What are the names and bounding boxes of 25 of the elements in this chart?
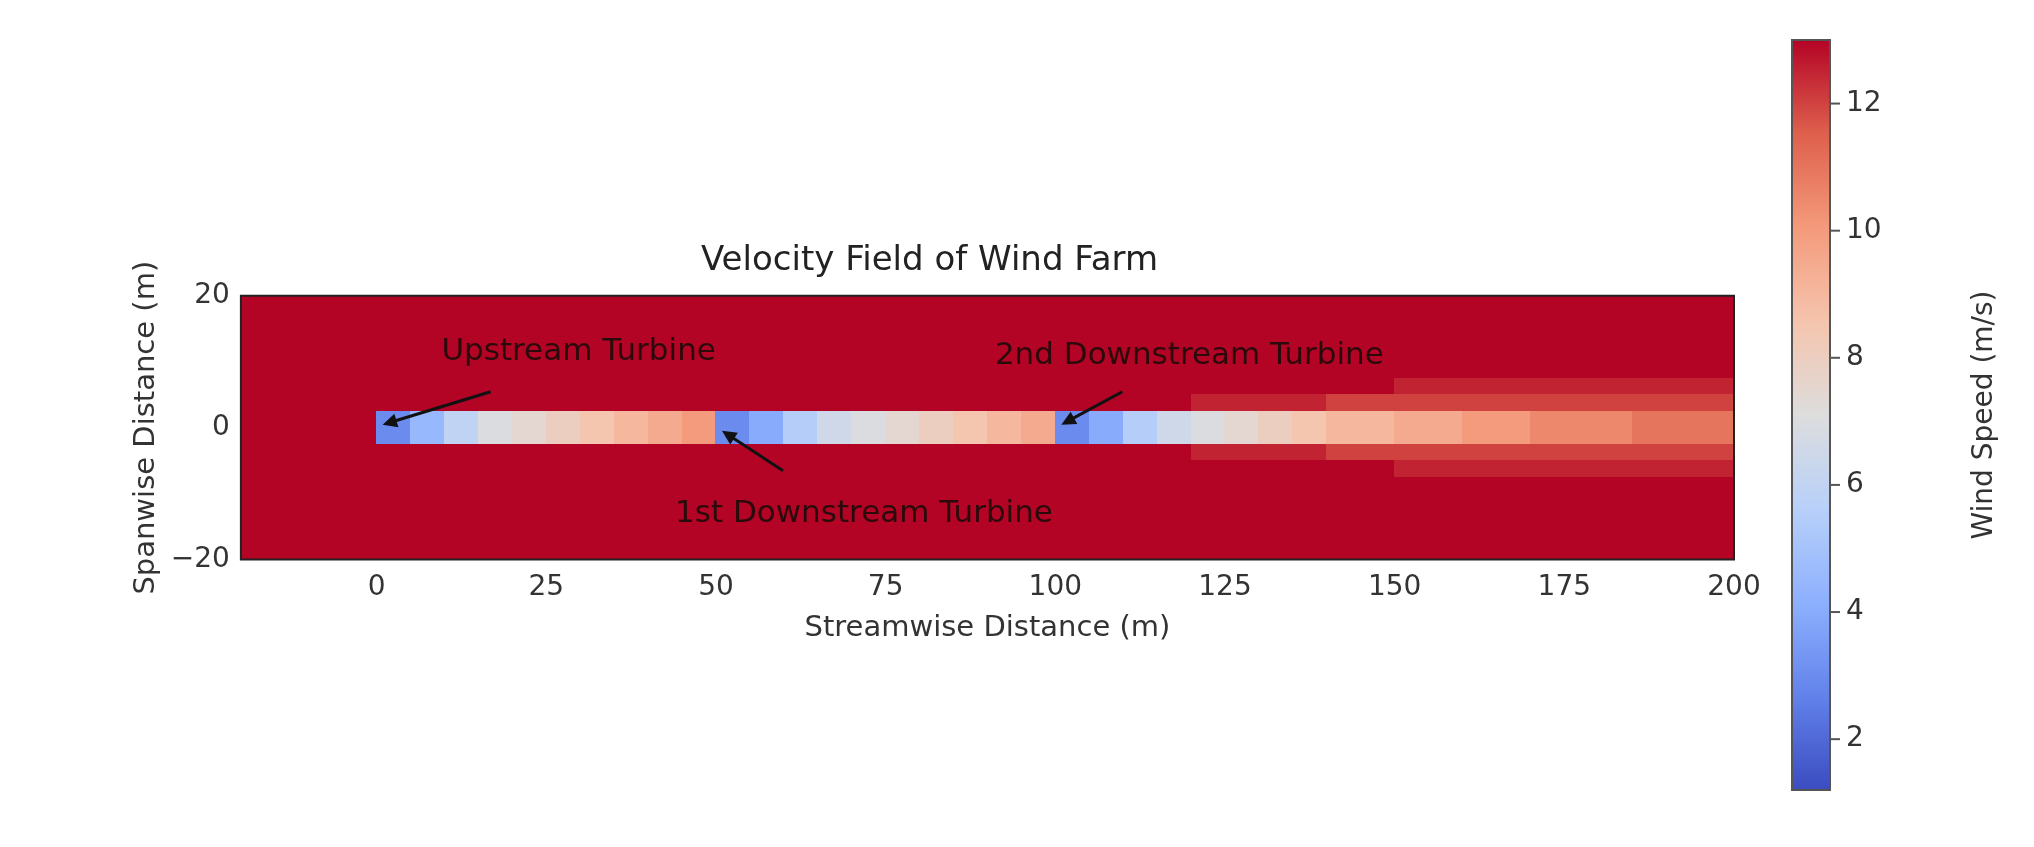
color-bar-label: 12 (1846, 84, 1882, 118)
y-tick-label: 0 (212, 408, 230, 442)
color-bar-title: Wind Speed (m/s) (1966, 290, 2000, 540)
annotation: Upstream Turbine (441, 330, 716, 367)
color-bar-label: 6 (1846, 466, 1864, 500)
y-tick-label: −20 (170, 540, 230, 574)
color-bar-label: 10 (1846, 211, 1882, 245)
y-axis-title: Spanwise Distance (m) (126, 260, 161, 595)
color-bar-label: 2 (1846, 720, 1864, 754)
x-tick-label: 175 (1537, 568, 1592, 602)
x-tick-label: 200 (1707, 568, 1761, 602)
color-bar-label: 4 (1846, 593, 1864, 627)
chart-title: Velocity Field of Wind Farm (700, 238, 1159, 279)
x-tick-label: 50 (698, 568, 734, 602)
y-tick-label: 20 (194, 277, 230, 311)
x-tick-label: 125 (1198, 568, 1252, 602)
x-axis-title: Streamwise Distance (m) (804, 609, 1171, 644)
x-tick-label: 100 (1028, 568, 1083, 602)
annotation: 1st Downstream Turbine (675, 492, 1053, 529)
annotation: 2nd Downstream Turbine (994, 334, 1384, 371)
x-tick-label: 150 (1367, 568, 1422, 602)
x-tick-label: 25 (528, 568, 565, 602)
color-bar-label: 8 (1846, 339, 1864, 373)
x-tick-label: 75 (867, 568, 904, 602)
x-tick-label: 0 (367, 568, 386, 602)
